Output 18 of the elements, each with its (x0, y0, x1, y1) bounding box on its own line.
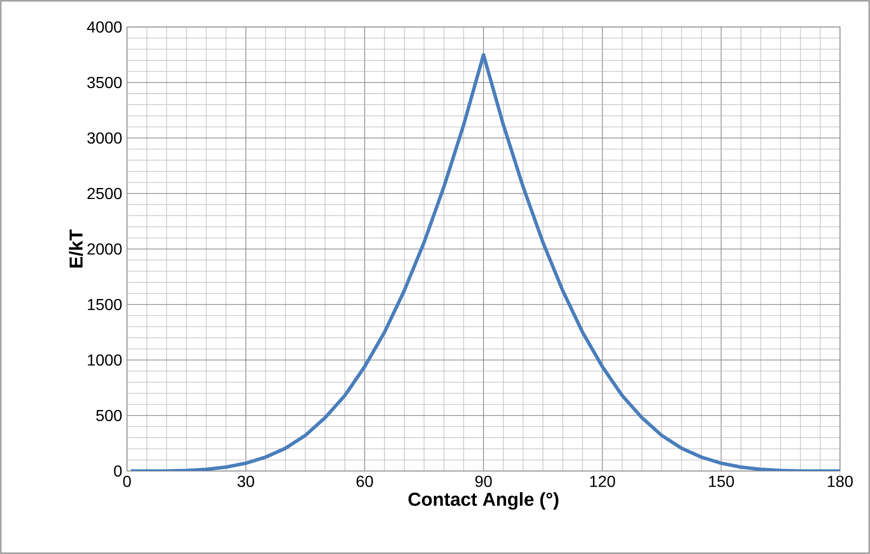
y-tick-label: 3500 (87, 76, 122, 88)
y-tick-label: 3000 (87, 132, 122, 144)
x-tick-label: 180 (828, 476, 853, 488)
x-tick-label: 60 (356, 476, 373, 488)
y-axis-title: E/kT (68, 229, 83, 268)
x-tick-label: 150 (709, 476, 734, 488)
y-tick-label: 1500 (88, 298, 122, 310)
y-tick-label: 500 (96, 410, 122, 422)
y-tick-label: 2500 (87, 188, 122, 200)
x-tick-label: 120 (590, 476, 616, 488)
x-axis-title: Contact Angle (°) (408, 492, 558, 510)
x-tick-label: 90 (475, 476, 492, 488)
y-tick-label: 2000 (87, 243, 122, 255)
y-tick-label: 0 (114, 465, 122, 477)
y-tick-label: 1000 (88, 354, 122, 366)
x-tick-label: 30 (238, 476, 254, 488)
y-tick-label: 4000 (87, 21, 122, 33)
x-tick-label: 0 (123, 476, 131, 488)
